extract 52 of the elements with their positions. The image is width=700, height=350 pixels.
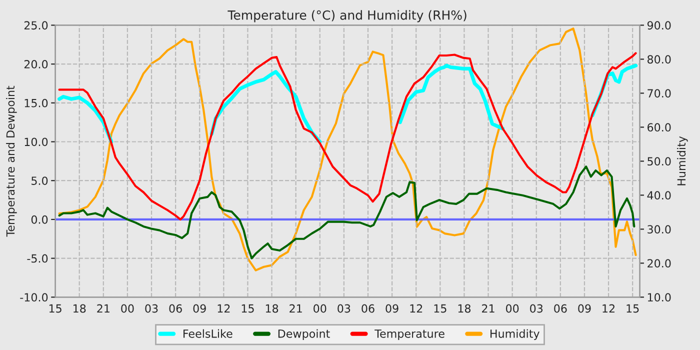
x-tick-label: 12: [218, 304, 230, 313]
y2-tick-label: 50.0: [648, 157, 671, 166]
x-tick-label: 21: [290, 304, 302, 313]
x-tick-label: 18: [458, 304, 471, 313]
chart-title: Temperature (°C) and Humidity (RH%): [228, 10, 466, 22]
y2-tick-label: 10.0: [648, 293, 671, 302]
y2-axis-title: Humidity: [677, 136, 688, 186]
x-tick-label: 15: [49, 304, 62, 313]
x-tick-label: 15: [242, 304, 254, 313]
y-tick-label: 25.0: [24, 21, 48, 30]
y-tick-label: -10.0: [20, 293, 48, 302]
x-tick-label: 21: [97, 304, 110, 313]
legend-label: Temperature: [374, 330, 444, 340]
x-tick-label: 21: [482, 304, 494, 313]
x-tick-label: 09: [578, 304, 591, 313]
y2-tick-label: 90.0: [647, 21, 671, 30]
x-tick-label: 03: [338, 304, 350, 313]
line-series: [58, 28, 637, 272]
y-tick-label: 20.0: [24, 60, 48, 68]
x-tick-label: 06: [554, 304, 567, 313]
y-axis-title: Temperature and Dewpoint: [6, 86, 17, 237]
legend-label: Humidity: [490, 329, 540, 340]
y2-tick-label: 20.0: [648, 259, 671, 268]
y2-tick-label: 30.0: [648, 225, 671, 234]
x-tick-label: 18: [74, 304, 86, 313]
y2-tick-label: 60.0: [648, 123, 671, 132]
line-series: [58, 166, 636, 260]
x-tick-label: 03: [145, 304, 158, 313]
legend-label: Dewpoint: [278, 329, 330, 340]
x-tick-label: 00: [506, 304, 519, 313]
x-tick-label: 09: [386, 304, 398, 313]
y2-tick-label: 80.0: [648, 55, 671, 64]
x-tick-label: 18: [266, 304, 278, 313]
y2-tick-label: 70.0: [648, 89, 671, 98]
x-tick-label: 03: [530, 304, 543, 313]
y-tick-label: 5.0: [32, 176, 48, 185]
y-tick-label: 0.0: [31, 215, 48, 224]
x-tick-label: 12: [410, 304, 422, 313]
x-tick-label: 06: [169, 304, 182, 313]
y-tick-label: 10.0: [24, 138, 48, 146]
x-tick-label: 00: [121, 304, 134, 313]
x-tick-label: 09: [193, 304, 206, 313]
line-series: [58, 52, 637, 220]
x-tick-label: 00: [314, 304, 326, 313]
legend-label: FeelsLike: [184, 329, 232, 338]
x-tick-label: 12: [602, 304, 614, 313]
x-tick-label: 06: [362, 304, 374, 313]
x-tick-label: 15: [434, 304, 446, 313]
y-tick-label: -5.0: [27, 254, 48, 263]
y2-tick-label: 40.0: [647, 191, 671, 200]
x-tick-label: 15: [626, 304, 639, 313]
y-tick-label: 15.0: [24, 98, 48, 108]
